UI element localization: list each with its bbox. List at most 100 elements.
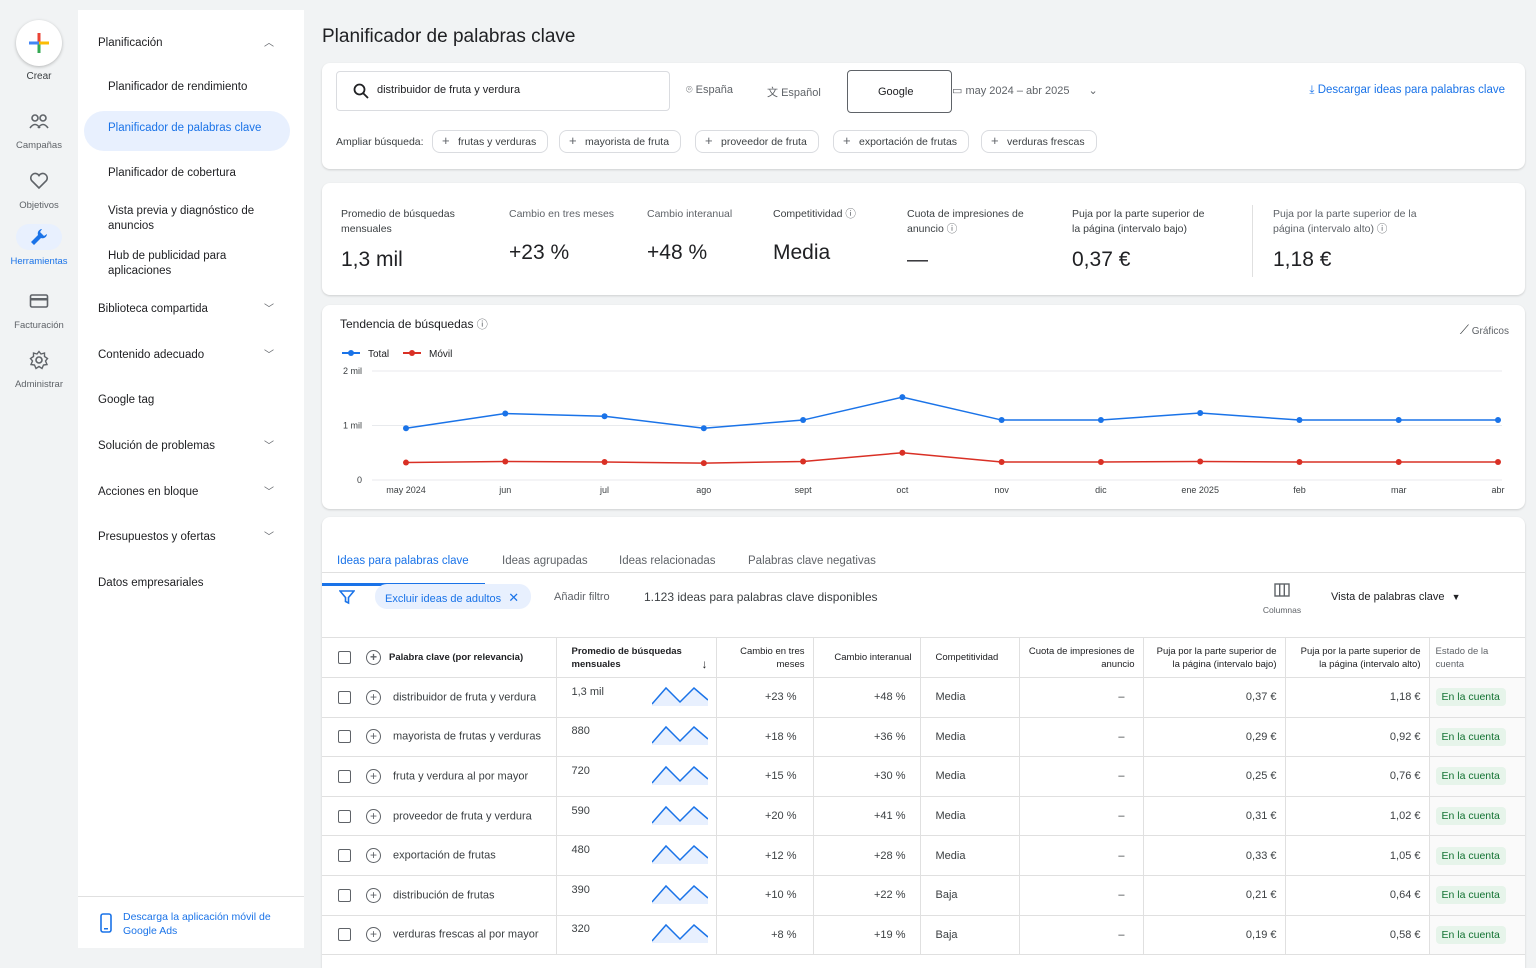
status-badge: En la cuenta <box>1435 886 1506 905</box>
nav-item-app-hub[interactable]: Hub de publicidad para aplicaciones <box>108 250 227 277</box>
info-icon[interactable]: ⓘ <box>476 319 488 331</box>
add-circle-icon[interactable]: + <box>366 729 381 745</box>
search-input[interactable]: distribuidor de fruta y verdura <box>377 84 521 96</box>
view-selector[interactable]: Vista de palabras clave ▼ <box>1331 591 1461 603</box>
add-filter-button[interactable]: Añadir filtro <box>554 591 610 603</box>
add-circle-icon[interactable]: + <box>366 808 381 824</box>
table-row[interactable]: + verduras frescas al por mayor 320 +8 % +19… <box>322 915 1525 956</box>
header-impression-share[interactable]: Cuota de impresiones de anuncio <box>1018 637 1143 678</box>
y-tick-label: 1 mil <box>343 421 362 431</box>
add-circle-icon[interactable]: + <box>366 848 381 864</box>
nav-group-business-data[interactable]: Datos empresariales <box>78 576 304 591</box>
row-checkbox[interactable] <box>337 809 351 823</box>
info-icon[interactable]: ⓘ <box>1376 223 1388 235</box>
add-circle-icon[interactable]: + <box>366 887 381 903</box>
nav-group-suitable-content[interactable]: Contenido adecuado ﹀ <box>78 348 304 363</box>
nav-group-shared-library[interactable]: Biblioteca compartida ﹀ <box>78 302 304 317</box>
expand-chip[interactable]: + mayorista de fruta <box>559 130 682 153</box>
impression-share-cell: – <box>1018 677 1143 718</box>
header-keyword[interactable]: + Palabra clave (por relevancia) <box>366 637 556 678</box>
add-circle-icon[interactable]: + <box>366 768 381 784</box>
table-row[interactable]: + distribuidor de fruta y verdura 1,3 mil +… <box>322 677 1525 718</box>
status-badge: En la cuenta <box>1435 688 1506 707</box>
expand-chip[interactable]: + exportación de frutas <box>833 130 970 153</box>
campaigns-icon <box>16 108 62 134</box>
row-checkbox[interactable] <box>337 730 351 744</box>
table-row[interactable]: + exportación de frutas 480 +12 % +28 % Media… <box>322 835 1525 876</box>
trend-title: Tendencia de búsquedas ⓘ <box>340 317 488 331</box>
graphs-button[interactable]: ⟋ Gráficos <box>1460 322 1509 338</box>
yoy-cell: +36 % <box>812 717 920 758</box>
keyword-search-box[interactable]: distribuidor de fruta y verdura <box>336 71 670 111</box>
header-competition[interactable]: Competitividad <box>919 637 1019 678</box>
competition-cell: Media <box>919 677 1019 718</box>
row-checkbox[interactable] <box>337 690 351 704</box>
avg-searches-value: 720 <box>571 764 590 777</box>
nav-group-troubleshooting[interactable]: Solución de problemas ﹀ <box>78 439 304 454</box>
tab-keyword-ideas[interactable]: Ideas para palabras clave <box>337 555 469 567</box>
mobile-app-link[interactable]: Descarga la aplicación móvil de Google A… <box>123 911 271 937</box>
mobile-app-promo[interactable]: Descarga la aplicación móvil de Google A… <box>78 896 304 948</box>
header-three-month-change[interactable]: Cambio en tres meses <box>715 637 813 678</box>
table-row[interactable]: + mayorista de frutas y verduras 880 +18 % +… <box>322 717 1525 758</box>
language-selector[interactable]: 文 Español <box>767 84 821 100</box>
rail-tools[interactable]: Herramientas <box>0 224 78 267</box>
avg-searches-cell: 880 <box>555 717 716 758</box>
header-yoy-change[interactable]: Cambio interanual <box>812 637 920 678</box>
date-range-selector[interactable]: ▭ may 2024 – abr 2025 ⌄ <box>952 84 1098 97</box>
nav-group-google-tag[interactable]: Google tag <box>78 393 304 408</box>
tab-related-ideas[interactable]: Ideas relacionadas <box>619 555 716 567</box>
nav-group-budgets[interactable]: Presupuestos y ofertas ﹀ <box>78 530 304 545</box>
account-status-cell: En la cuenta <box>1428 915 1525 956</box>
add-circle-icon[interactable]: + <box>366 927 381 943</box>
header-bid-low[interactable]: Puja por la parte superior de la página … <box>1142 637 1285 678</box>
location-selector[interactable]: ⌾ España <box>686 84 733 97</box>
create-button[interactable] <box>16 20 62 66</box>
info-icon[interactable]: ⓘ <box>946 223 958 235</box>
nav-item-performance-planner[interactable]: Planificador de rendimiento <box>108 81 248 93</box>
network-label: Google <box>878 86 914 98</box>
expand-chip[interactable]: + frutas y verduras <box>432 130 549 153</box>
legend-marker <box>409 350 415 356</box>
nav-item-keyword-planner[interactable]: Planificador de palabras clave <box>108 122 262 134</box>
add-circle-icon[interactable]: + <box>366 650 381 665</box>
close-icon[interactable]: ✕ <box>508 590 520 605</box>
filter-icon[interactable] <box>339 589 355 605</box>
trend-card: Tendencia de búsquedas ⓘ ⟋ Gráficos 0 1 m… <box>322 305 1525 509</box>
nav-item-reach-planner[interactable]: Planificador de cobertura <box>108 167 236 179</box>
row-checkbox[interactable] <box>337 888 351 902</box>
x-tick-label: sept <box>795 485 813 495</box>
rail-goals[interactable]: Objetivos <box>0 168 78 211</box>
header-avg-searches[interactable]: Promedio de búsquedas mensuales ↓ <box>555 637 716 678</box>
divider <box>1252 205 1253 277</box>
row-checkbox[interactable] <box>337 849 351 863</box>
columns-button[interactable]: Columnas <box>1262 583 1302 615</box>
nav-item-ad-preview[interactable]: Vista previa y diagnóstico de anuncios <box>108 205 255 232</box>
table-row[interactable]: + fruta y verdura al por mayor 720 +15 % +30… <box>322 756 1525 797</box>
network-selector[interactable]: Google <box>847 70 952 113</box>
header-account-status[interactable]: Estado de la cuenta <box>1428 637 1525 678</box>
keyword-cell: + fruta y verdura al por mayor <box>366 756 556 797</box>
download-ideas-button[interactable]: ⤓ Descargar ideas para palabras clave <box>1309 84 1505 97</box>
plus-icon <box>29 33 49 53</box>
add-circle-icon[interactable]: + <box>366 689 381 705</box>
nav-section-planning[interactable]: Planificación ︿ <box>78 36 304 51</box>
info-icon[interactable]: ⓘ <box>845 208 856 220</box>
tab-negative-keywords[interactable]: Palabras clave negativas <box>748 555 876 567</box>
rail-campaigns[interactable]: Campañas <box>0 108 78 151</box>
header-bid-high[interactable]: Puja por la parte superior de la página … <box>1284 637 1429 678</box>
rail-admin[interactable]: Administrar <box>0 347 78 390</box>
row-checkbox[interactable] <box>337 769 351 783</box>
table-row[interactable]: + distribución de frutas 390 +10 % +22 % Baja… <box>322 875 1525 916</box>
exclude-adult-filter-chip[interactable]: Excluir ideas de adultos ✕ <box>375 584 532 609</box>
three-month-cell: +12 % <box>715 835 813 876</box>
select-all-checkbox[interactable] <box>337 650 351 664</box>
nav-group-bulk-actions[interactable]: Acciones en bloque ﹀ <box>78 485 304 500</box>
chevron-down-icon: ﹀ <box>264 441 274 452</box>
rail-billing[interactable]: Facturación <box>0 288 78 331</box>
expand-chip[interactable]: + verduras frescas <box>981 130 1097 153</box>
table-row[interactable]: + proveedor de fruta y verdura 590 +20 % +41… <box>322 796 1525 837</box>
tab-grouped-ideas[interactable]: Ideas agrupadas <box>502 555 588 567</box>
expand-chip[interactable]: + proveedor de fruta <box>695 130 819 153</box>
row-checkbox[interactable] <box>337 928 351 942</box>
